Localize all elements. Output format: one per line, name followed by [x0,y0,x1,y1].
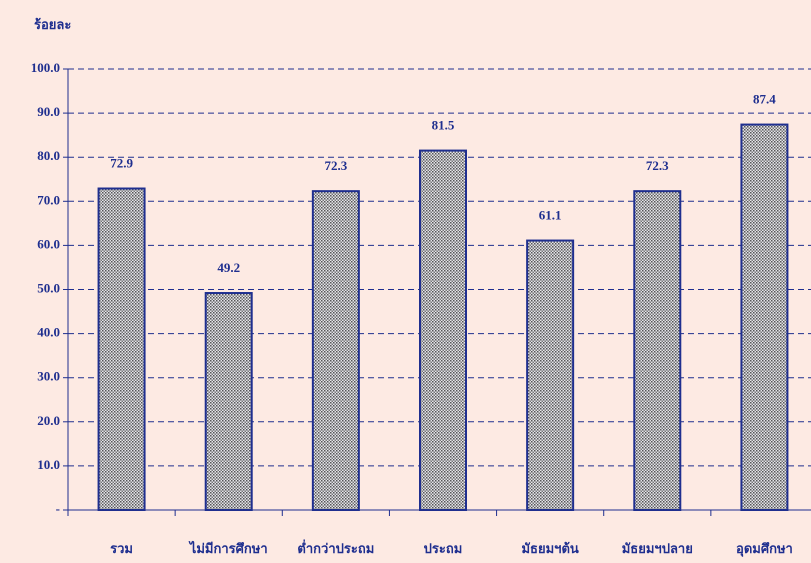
y-tick-label: 100.0 [31,60,60,75]
y-tick-label: 20.0 [37,413,60,428]
value-label: 72.3 [324,158,347,173]
bar [311,190,360,511]
y-tick-label: 60.0 [37,236,60,251]
x-tick-label: ต่ำกว่าประถม [297,539,374,556]
value-label: 61.1 [539,208,562,223]
x-tick-label: อุดมศึกษา [736,541,793,557]
value-label: 81.5 [432,118,455,133]
y-tick-label: 10.0 [37,457,60,472]
x-tick-label: รวม [110,541,133,556]
bar [633,190,682,511]
y-tick-label: 80.0 [37,148,60,163]
value-label: 72.9 [110,155,133,170]
y-tick-label: 30.0 [37,369,60,384]
value-label: 49.2 [217,260,240,275]
y-tick-label: 70.0 [37,192,60,207]
x-tick-label: มัธยมฯต้น [521,541,578,556]
bar [740,123,789,511]
x-tick-label: ประถม [424,541,463,556]
y-tick-label: - [56,501,60,516]
x-tick-label: มัธยมฯปลาย [622,541,693,556]
value-label: 87.4 [753,92,776,107]
x-tick-label: ไม่มีการศึกษา [188,540,268,556]
bar [526,239,575,511]
bar [97,187,146,512]
y-tick-label: 90.0 [37,104,60,119]
bar [204,292,253,512]
bar [419,149,467,512]
value-label: 72.3 [646,158,669,173]
y-axis-title: ร้อยละ [34,17,71,32]
y-tick-label: 40.0 [37,325,60,340]
y-tick-label: 50.0 [37,280,60,295]
